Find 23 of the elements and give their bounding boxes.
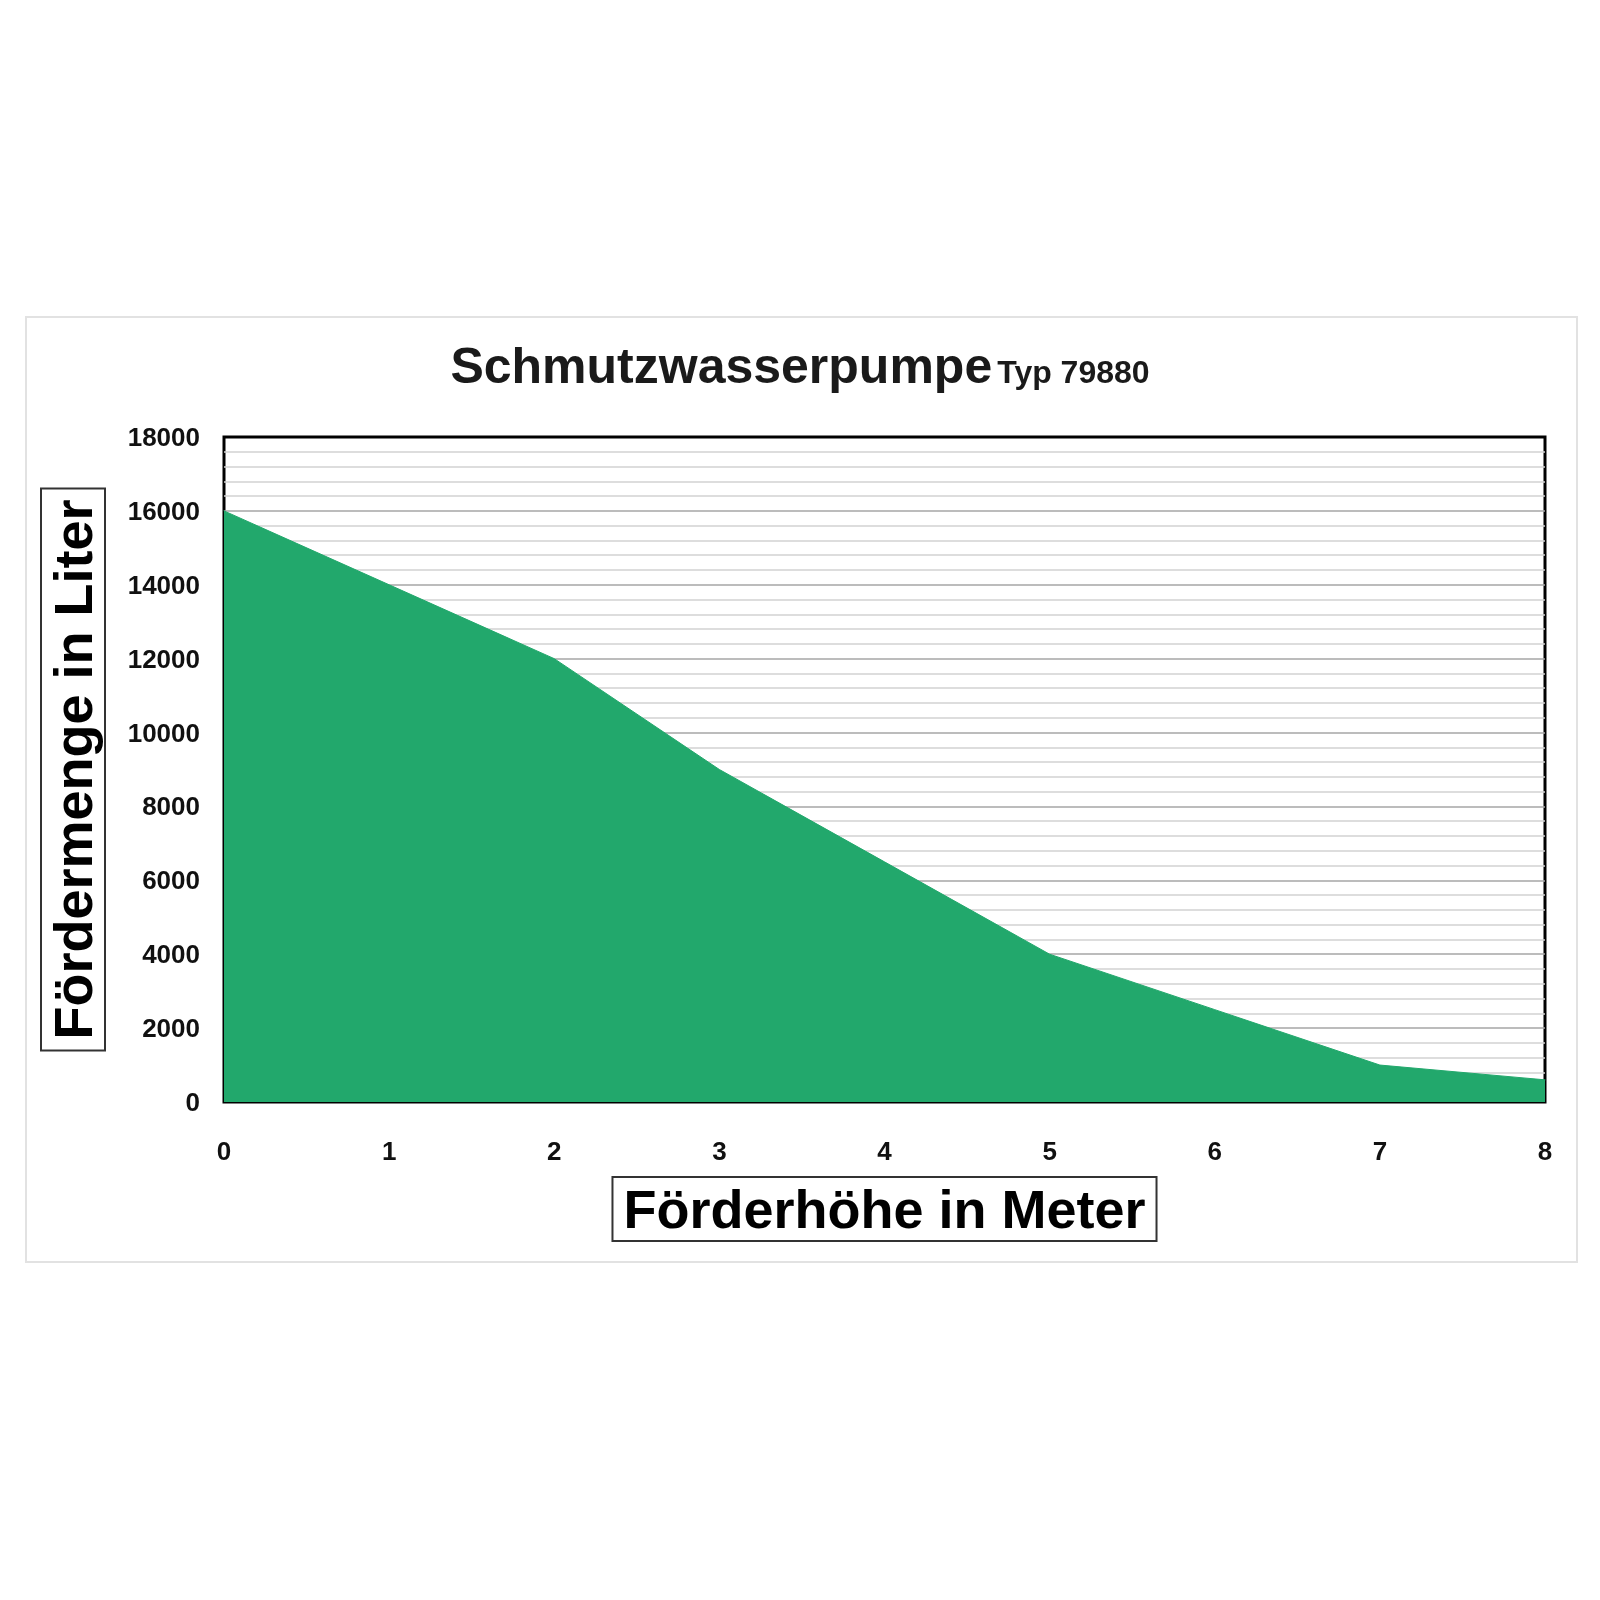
x-tick-label: 0 xyxy=(216,1136,232,1166)
y-tick-label: 10000 xyxy=(127,717,200,748)
y-tick-label: 18000 xyxy=(127,422,200,452)
x-tick-label: 7 xyxy=(1372,1136,1388,1166)
x-tick-label: 6 xyxy=(1207,1136,1222,1166)
y-tick-label: 16000 xyxy=(127,495,200,526)
y-tick-label: 6000 xyxy=(142,865,200,896)
y-tick-label: 2000 xyxy=(142,1013,200,1044)
chart-subtitle: Typ 79880 xyxy=(997,354,1150,390)
x-tick-label: 5 xyxy=(1042,1136,1057,1166)
chart-title: Schmutzwasserpumpe xyxy=(450,338,993,394)
x-tick-label: 8 xyxy=(1537,1136,1553,1166)
x-tick-label: 1 xyxy=(381,1136,397,1166)
y-tick-label: 14000 xyxy=(127,569,200,600)
y-tick-label: 4000 xyxy=(142,939,200,970)
x-tick-label: 3 xyxy=(712,1136,727,1166)
y-tick-label: 8000 xyxy=(142,791,200,822)
y-tick-label: 0 xyxy=(185,1087,200,1117)
y-tick-label: 12000 xyxy=(127,643,200,674)
y-axis-title: Fördermenge in Liter xyxy=(43,499,103,1040)
x-axis-title: Förderhöhe in Meter xyxy=(623,1179,1146,1239)
x-tick-label: 2 xyxy=(547,1136,562,1166)
x-tick-label: 4 xyxy=(877,1136,893,1166)
